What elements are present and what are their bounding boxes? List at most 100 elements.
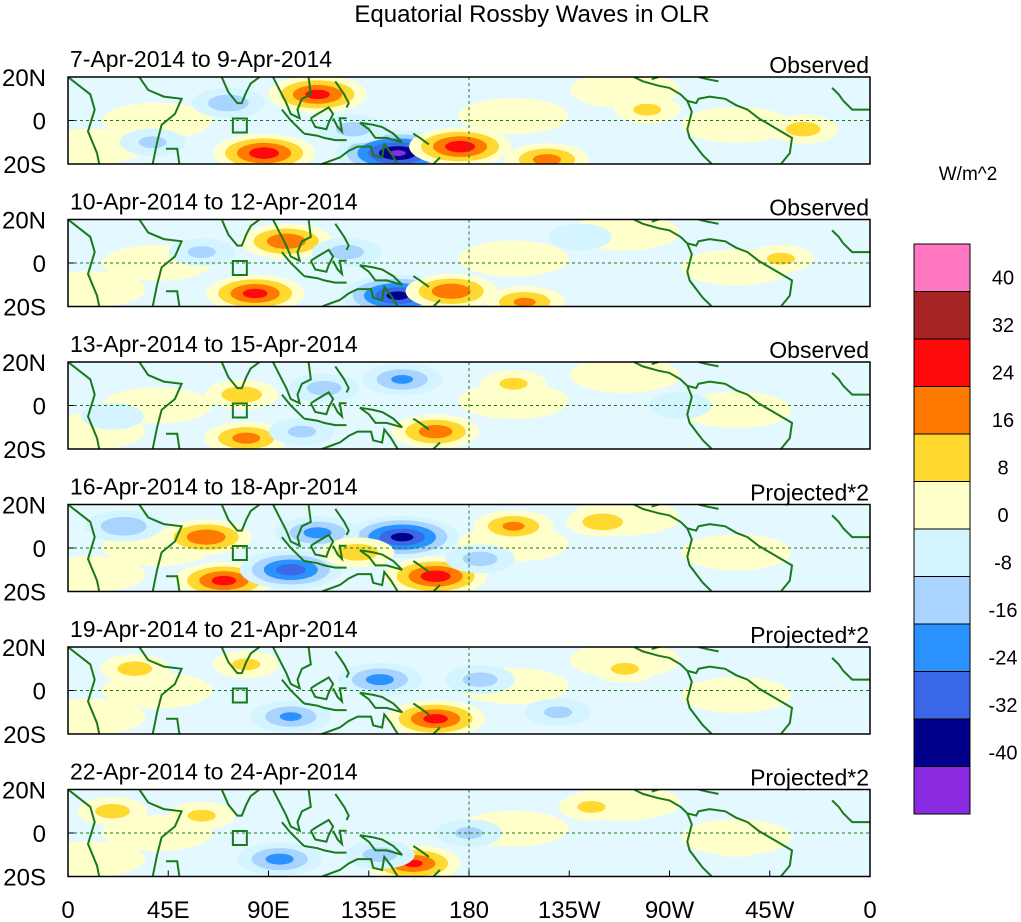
coastline bbox=[334, 793, 350, 821]
anomaly-contour bbox=[785, 122, 821, 137]
coastline bbox=[166, 432, 181, 449]
background-patch bbox=[681, 676, 792, 713]
x-tick-label: 90E bbox=[247, 897, 290, 922]
coastline bbox=[412, 560, 430, 573]
anomaly-contour bbox=[499, 377, 528, 390]
colorbar-level: -24 bbox=[989, 648, 1018, 670]
x-tick-label: 135E bbox=[341, 897, 397, 922]
anomaly-contour bbox=[187, 246, 216, 259]
coastline bbox=[220, 504, 261, 532]
coastline bbox=[138, 504, 184, 592]
coastline bbox=[686, 813, 713, 877]
coastline bbox=[686, 243, 713, 307]
coastline bbox=[272, 504, 312, 548]
coastline bbox=[412, 275, 430, 288]
panel-dates: 19-Apr-2014 to 21-Apr-2014 bbox=[70, 616, 358, 642]
coastline bbox=[432, 726, 441, 734]
panel-status: Projected*2 bbox=[750, 480, 869, 506]
anomaly-contour bbox=[365, 674, 394, 686]
coastline bbox=[321, 284, 399, 307]
colorbar-swatch bbox=[913, 671, 971, 720]
anomaly-field bbox=[68, 789, 792, 877]
colorbar-swatch bbox=[913, 623, 971, 672]
anomaly-contour bbox=[275, 564, 306, 576]
colorbar-level: -8 bbox=[994, 553, 1012, 575]
anomaly-field bbox=[68, 504, 792, 592]
reference-box bbox=[231, 260, 248, 276]
anomaly-contour bbox=[633, 103, 662, 116]
coastline bbox=[68, 77, 101, 164]
coastline bbox=[138, 789, 184, 877]
panel-6: 20N 0 20S 22-Apr-2014 to 24-Apr-2014 Project… bbox=[2, 759, 871, 892]
coastline bbox=[412, 702, 430, 716]
anomaly-field bbox=[68, 647, 792, 734]
coastlines bbox=[68, 789, 870, 877]
y-tick-label: 0 bbox=[33, 394, 46, 421]
coastline bbox=[272, 789, 312, 833]
colorbar-swatch bbox=[913, 766, 971, 815]
background-patch bbox=[68, 271, 146, 307]
coastline bbox=[412, 132, 430, 146]
coastline bbox=[332, 829, 347, 847]
coastline bbox=[272, 647, 312, 691]
background-patch bbox=[681, 106, 792, 143]
panel-5: 20N 0 20S 19-Apr-2014 to 21-Apr-2014 Project… bbox=[2, 616, 871, 749]
anomaly-contour bbox=[418, 425, 453, 439]
anomaly-contour bbox=[532, 154, 561, 164]
coastline bbox=[309, 818, 335, 843]
anomaly-contour bbox=[221, 386, 263, 403]
coastlines bbox=[68, 647, 870, 734]
anomaly-contour bbox=[279, 712, 302, 721]
panel-status: Projected*2 bbox=[750, 765, 869, 791]
colorbar-level: -32 bbox=[989, 695, 1018, 717]
coastline bbox=[432, 441, 441, 449]
coastline bbox=[412, 417, 430, 431]
anomaly-contour bbox=[187, 809, 216, 822]
background-patch bbox=[102, 102, 213, 139]
anomaly-contour bbox=[117, 661, 153, 676]
coastline bbox=[68, 362, 101, 449]
coastline bbox=[686, 670, 713, 734]
anomaly-contour bbox=[431, 283, 471, 299]
coastline bbox=[831, 229, 870, 254]
coastline bbox=[831, 372, 870, 396]
colorbar-swatch bbox=[913, 481, 971, 530]
reference-box bbox=[231, 545, 248, 561]
panel-dates: 7-Apr-2014 to 9-Apr-2014 bbox=[70, 46, 332, 72]
colorbar-level: 40 bbox=[992, 268, 1014, 290]
anomaly-contour bbox=[81, 403, 144, 430]
colorbar-level: 8 bbox=[997, 458, 1008, 480]
y-tick-label: 20N bbox=[2, 208, 46, 235]
panel-dates: 16-Apr-2014 to 18-Apr-2014 bbox=[70, 474, 358, 500]
anomaly-contour bbox=[391, 375, 414, 384]
background-patch bbox=[458, 383, 569, 420]
y-tick-label: 20S bbox=[3, 722, 46, 749]
anomaly-contour bbox=[390, 532, 414, 542]
coastline bbox=[220, 77, 261, 105]
anomaly-contour bbox=[462, 551, 498, 567]
coastline bbox=[220, 647, 261, 675]
coastline bbox=[334, 223, 350, 251]
panel-status: Observed bbox=[769, 337, 869, 363]
y-tick-label: 20N bbox=[2, 778, 46, 805]
coastline bbox=[686, 385, 713, 449]
coastline bbox=[303, 132, 347, 142]
y-tick-label: 20S bbox=[3, 437, 46, 464]
coastline bbox=[334, 508, 350, 536]
background-patch bbox=[458, 98, 569, 135]
coastline bbox=[166, 717, 181, 734]
panel-3: 20N 0 20S 13-Apr-2014 to 15-Apr-2014 Observe… bbox=[2, 331, 871, 464]
coastlines bbox=[68, 219, 870, 307]
coastline bbox=[633, 219, 794, 307]
anomaly-contour bbox=[610, 662, 640, 675]
colorbar-swatch bbox=[913, 576, 971, 625]
y-tick-label: 20S bbox=[3, 865, 46, 892]
coastline bbox=[220, 219, 261, 247]
coastline bbox=[359, 406, 403, 429]
panel-4: 20N 0 20S 16-Apr-2014 to 18-Apr-2014 Project… bbox=[2, 474, 871, 607]
y-tick-label: 0 bbox=[33, 821, 46, 848]
coastline bbox=[138, 362, 184, 449]
coastline bbox=[138, 219, 184, 307]
coastline bbox=[309, 391, 335, 416]
